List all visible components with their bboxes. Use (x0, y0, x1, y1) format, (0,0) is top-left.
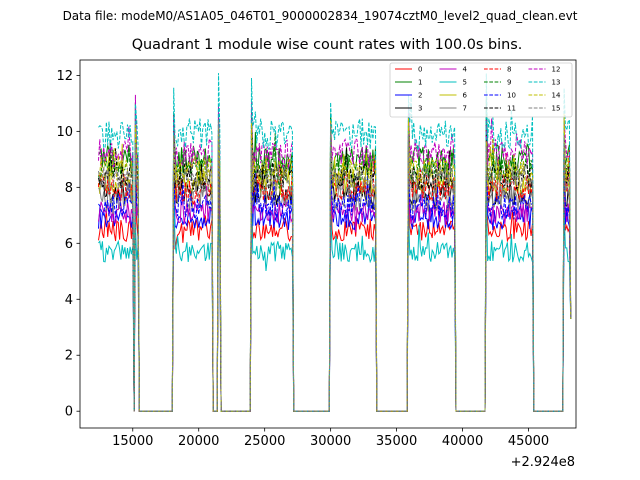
chart-title: Quadrant 1 module wise count rates with … (132, 37, 523, 53)
x-tick-label: 40000 (442, 434, 483, 449)
legend-label-8: 8 (507, 66, 511, 74)
legend-label-12: 12 (552, 66, 561, 74)
y-tick-label: 8 (65, 181, 73, 196)
series-line-8 (98, 125, 572, 412)
legend-label-1: 1 (418, 79, 422, 87)
legend-label-11: 11 (507, 105, 516, 113)
series-line-7 (98, 140, 572, 412)
x-tick-label: 30000 (310, 434, 351, 449)
y-tick-label: 6 (65, 237, 73, 252)
y-tick-label: 10 (56, 125, 73, 140)
legend-label-5: 5 (463, 79, 467, 87)
legend-label-13: 13 (552, 79, 561, 87)
series-line-15 (98, 119, 572, 412)
series-layer (98, 73, 572, 412)
chart-suptitle: Data file: modeM0/AS1A05_046T01_90000028… (63, 9, 578, 23)
y-tick-label: 4 (65, 293, 73, 308)
legend-label-2: 2 (418, 92, 422, 100)
y-tick-label: 12 (56, 69, 73, 84)
legend-label-7: 7 (463, 105, 467, 113)
series-line-13 (98, 73, 572, 412)
legend-label-10: 10 (507, 92, 516, 100)
legend-label-15: 15 (552, 105, 561, 113)
legend-label-9: 9 (507, 79, 511, 87)
legend-label-14: 14 (552, 92, 561, 100)
series-line-10 (98, 157, 572, 412)
x-tick-label: 15000 (112, 434, 153, 449)
series-line-5 (98, 190, 572, 412)
legend-label-4: 4 (463, 66, 468, 74)
legend-label-6: 6 (463, 92, 468, 100)
axes-frame (79, 59, 577, 429)
y-tick-label: 2 (65, 349, 73, 364)
x-offset-label: +2.924e8 (511, 455, 575, 470)
x-tick-label: 45000 (508, 434, 549, 449)
x-tick-label: 20000 (178, 434, 219, 449)
y-tick-label: 0 (65, 405, 73, 420)
legend-label-0: 0 (418, 66, 422, 74)
x-tick-label: 25000 (244, 434, 285, 449)
legend-label-3: 3 (418, 105, 422, 113)
x-tick-label: 35000 (376, 434, 417, 449)
legend-box (389, 62, 573, 118)
axes-layer: 15000 20000 25000 30000 35000 40000 45000 0 2 4 6 8… (56, 59, 577, 449)
series-line-14 (98, 113, 572, 412)
